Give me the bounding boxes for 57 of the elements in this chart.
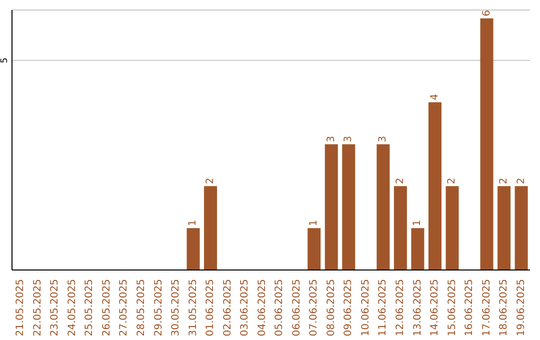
bar [376,144,390,270]
data-label: 2 [498,178,510,184]
x-tick-label: 27.05.2025 [118,279,130,336]
data-label: 3 [326,136,337,142]
x-tick-label: 07.06.2025 [308,279,320,336]
bar [204,186,218,270]
x-tick-label: 30.05.2025 [170,279,182,336]
data-label: 1 [308,220,320,226]
bar [324,144,338,270]
bar [394,186,407,270]
y-tick-label: 5 [0,57,10,64]
bar [308,228,321,270]
x-tick-label: 14.06.2025 [430,279,441,336]
x-tick-label: 17.06.2025 [481,279,492,336]
data-label: 4 [429,94,440,100]
x-tick-label: 05.06.2025 [274,279,286,336]
bar [342,144,356,270]
data-label: 1 [412,220,424,226]
bar [411,228,424,270]
x-tick-label: 13.06.2025 [412,279,424,336]
x-tick-label: 23.05.2025 [50,279,61,336]
data-label: 2 [205,178,216,184]
x-tick-label: 29.05.2025 [153,279,164,336]
bar [428,102,442,270]
x-tick-label: 26.05.2025 [101,279,112,336]
x-tick-label: 11.06.2025 [378,279,389,336]
bar [446,186,459,270]
x-tick-label: 18.06.2025 [498,279,510,336]
bar [480,18,494,270]
x-tick-label: 21.05.2025 [15,279,26,336]
bar [514,186,528,270]
x-tick-label: 12.06.2025 [395,279,406,336]
x-tick-label: 31.05.2025 [188,279,199,336]
x-tick-label: 09.06.2025 [343,279,354,336]
x-tick-label: 22.05.2025 [32,279,44,336]
x-tick-label: 25.05.2025 [84,279,96,336]
x-tick-label: 10.06.2025 [360,279,372,336]
x-tick-label: 15.06.2025 [446,279,458,336]
data-label: 2 [446,178,458,184]
bar [498,186,511,270]
x-tick-label: 24.05.2025 [66,279,78,336]
data-label: 3 [343,136,354,142]
x-tick-label: 08.06.2025 [326,279,337,336]
x-tick-label: 02.06.2025 [222,279,234,336]
x-tick-label: 19.06.2025 [516,279,527,336]
data-label: 2 [516,178,527,184]
data-label: 1 [188,220,199,226]
x-tick-label: 01.06.2025 [205,279,216,336]
data-label: 2 [394,178,406,184]
x-tick-label: 16.06.2025 [464,279,476,336]
data-label: 3 [378,136,389,142]
x-tick-label: 04.06.2025 [256,279,268,336]
x-tick-label: 28.05.2025 [136,279,147,336]
data-label: 6 [481,10,492,16]
x-tick-label: 03.06.2025 [240,279,251,336]
x-tick-label: 06.06.2025 [291,279,302,336]
bar [186,228,200,270]
